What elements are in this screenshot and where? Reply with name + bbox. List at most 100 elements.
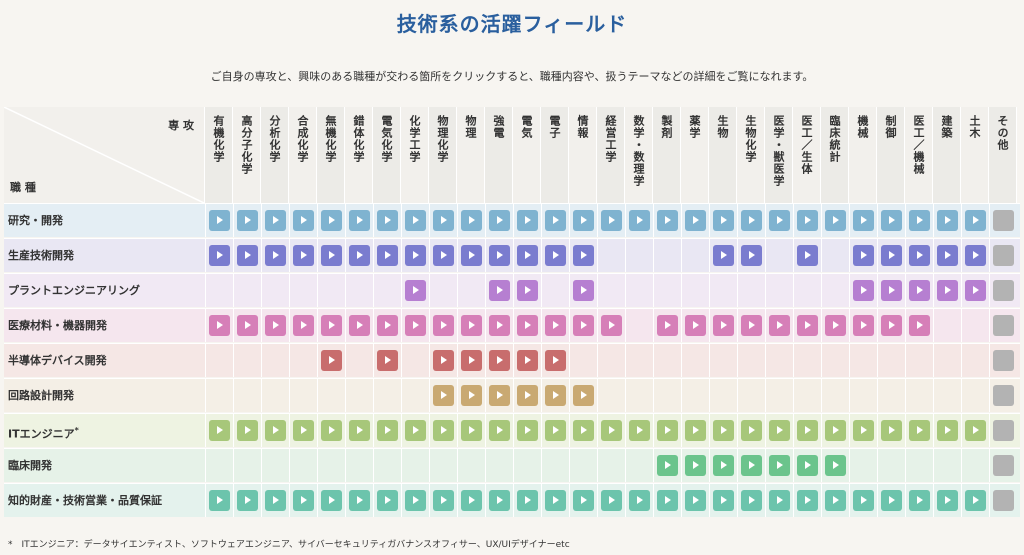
detail-play-button[interactable] [321, 210, 342, 231]
detail-play-button[interactable] [853, 490, 874, 511]
detail-play-button[interactable] [685, 210, 706, 231]
detail-play-button[interactable] [881, 490, 902, 511]
detail-play-button[interactable] [377, 315, 398, 336]
detail-play-button[interactable] [321, 490, 342, 511]
detail-play-button[interactable] [405, 210, 426, 231]
detail-play-button[interactable] [265, 315, 286, 336]
detail-play-button[interactable] [405, 280, 426, 301]
detail-play-button[interactable] [545, 245, 566, 266]
detail-play-button[interactable] [433, 350, 454, 371]
detail-play-button[interactable] [629, 210, 650, 231]
detail-play-button[interactable] [573, 315, 594, 336]
detail-play-button[interactable] [293, 245, 314, 266]
detail-play-button[interactable] [741, 315, 762, 336]
detail-play-button[interactable] [461, 420, 482, 441]
detail-play-button[interactable] [573, 490, 594, 511]
detail-play-button[interactable] [909, 280, 930, 301]
detail-play-button[interactable] [657, 490, 678, 511]
detail-play-button[interactable] [657, 315, 678, 336]
detail-play-button[interactable] [545, 385, 566, 406]
detail-play-button[interactable] [825, 455, 846, 476]
detail-play-button[interactable] [293, 315, 314, 336]
detail-play-button[interactable] [545, 490, 566, 511]
detail-play-button[interactable] [629, 420, 650, 441]
detail-play-button[interactable] [685, 420, 706, 441]
other-cell-button[interactable] [993, 350, 1014, 371]
detail-play-button[interactable] [405, 245, 426, 266]
detail-play-button[interactable] [517, 315, 538, 336]
detail-play-button[interactable] [573, 245, 594, 266]
detail-play-button[interactable] [685, 455, 706, 476]
detail-play-button[interactable] [741, 210, 762, 231]
detail-play-button[interactable] [265, 210, 286, 231]
detail-play-button[interactable] [377, 350, 398, 371]
detail-play-button[interactable] [965, 245, 986, 266]
detail-play-button[interactable] [377, 420, 398, 441]
detail-play-button[interactable] [377, 245, 398, 266]
detail-play-button[interactable] [489, 210, 510, 231]
detail-play-button[interactable] [405, 490, 426, 511]
detail-play-button[interactable] [349, 420, 370, 441]
detail-play-button[interactable] [909, 420, 930, 441]
detail-play-button[interactable] [489, 385, 510, 406]
detail-play-button[interactable] [237, 210, 258, 231]
detail-play-button[interactable] [657, 210, 678, 231]
detail-play-button[interactable] [825, 420, 846, 441]
detail-play-button[interactable] [825, 210, 846, 231]
detail-play-button[interactable] [265, 420, 286, 441]
detail-play-button[interactable] [433, 315, 454, 336]
detail-play-button[interactable] [769, 420, 790, 441]
detail-play-button[interactable] [909, 315, 930, 336]
detail-play-button[interactable] [321, 420, 342, 441]
detail-play-button[interactable] [825, 315, 846, 336]
detail-play-button[interactable] [461, 490, 482, 511]
detail-play-button[interactable] [433, 245, 454, 266]
detail-play-button[interactable] [461, 385, 482, 406]
detail-play-button[interactable] [489, 490, 510, 511]
detail-play-button[interactable] [517, 350, 538, 371]
detail-play-button[interactable] [853, 315, 874, 336]
detail-play-button[interactable] [713, 490, 734, 511]
detail-play-button[interactable] [517, 385, 538, 406]
detail-play-button[interactable] [797, 420, 818, 441]
detail-play-button[interactable] [769, 315, 790, 336]
detail-play-button[interactable] [433, 385, 454, 406]
other-cell-button[interactable] [993, 455, 1014, 476]
detail-play-button[interactable] [377, 210, 398, 231]
detail-play-button[interactable] [265, 490, 286, 511]
detail-play-button[interactable] [489, 420, 510, 441]
detail-play-button[interactable] [517, 420, 538, 441]
detail-play-button[interactable] [713, 315, 734, 336]
detail-play-button[interactable] [629, 490, 650, 511]
detail-play-button[interactable] [853, 280, 874, 301]
detail-play-button[interactable] [237, 315, 258, 336]
detail-play-button[interactable] [321, 350, 342, 371]
detail-play-button[interactable] [349, 210, 370, 231]
detail-play-button[interactable] [657, 420, 678, 441]
other-cell-button[interactable] [993, 280, 1014, 301]
detail-play-button[interactable] [573, 420, 594, 441]
other-cell-button[interactable] [993, 420, 1014, 441]
detail-play-button[interactable] [881, 210, 902, 231]
detail-play-button[interactable] [881, 280, 902, 301]
detail-play-button[interactable] [293, 420, 314, 441]
detail-play-button[interactable] [573, 210, 594, 231]
detail-play-button[interactable] [797, 455, 818, 476]
detail-play-button[interactable] [349, 245, 370, 266]
detail-play-button[interactable] [713, 455, 734, 476]
detail-play-button[interactable] [853, 210, 874, 231]
detail-play-button[interactable] [657, 455, 678, 476]
detail-play-button[interactable] [909, 245, 930, 266]
detail-play-button[interactable] [489, 280, 510, 301]
detail-play-button[interactable] [517, 245, 538, 266]
detail-play-button[interactable] [797, 490, 818, 511]
detail-play-button[interactable] [573, 385, 594, 406]
detail-play-button[interactable] [237, 490, 258, 511]
detail-play-button[interactable] [461, 350, 482, 371]
detail-play-button[interactable] [321, 245, 342, 266]
detail-play-button[interactable] [853, 420, 874, 441]
detail-play-button[interactable] [377, 490, 398, 511]
detail-play-button[interactable] [741, 455, 762, 476]
detail-play-button[interactable] [937, 245, 958, 266]
detail-play-button[interactable] [965, 490, 986, 511]
